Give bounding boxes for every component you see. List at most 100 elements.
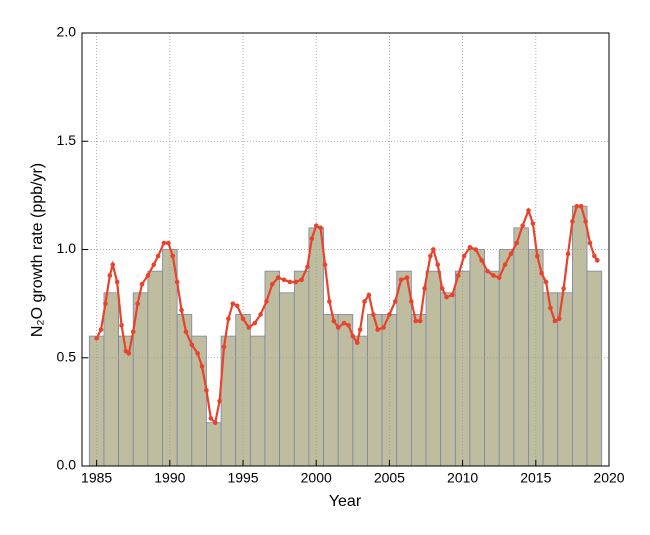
y-tick-label: 1.0 [57, 240, 77, 256]
data-point [570, 219, 575, 224]
data-point [508, 251, 514, 257]
data-point [94, 335, 99, 341]
data-point [151, 262, 157, 267]
data-point [539, 271, 544, 276]
data-point [375, 327, 381, 332]
data-point [335, 325, 341, 330]
x-tick-label: 2000 [301, 470, 332, 486]
data-point [98, 327, 104, 332]
data-line [95, 205, 599, 425]
data-point [543, 279, 549, 285]
data-point [526, 208, 531, 213]
histogram-bar [484, 270, 500, 467]
histogram-bar [88, 335, 105, 467]
x-tick-label: 2015 [520, 470, 551, 486]
data-point [258, 312, 263, 317]
histogram-bar [176, 314, 193, 467]
histogram-bar [425, 270, 442, 467]
data-point [371, 312, 376, 317]
data-point [270, 281, 275, 287]
data-point [119, 322, 124, 328]
histogram-bar [249, 335, 266, 467]
data-point [246, 325, 252, 330]
data-point [409, 299, 414, 304]
data-point [230, 301, 236, 306]
histogram-bar [367, 314, 383, 467]
data-point [217, 398, 222, 404]
x-tick-label: 1995 [227, 470, 258, 486]
data-point [110, 262, 116, 267]
data-point [252, 320, 258, 326]
histogram-bar [352, 335, 368, 467]
data-point [322, 262, 328, 267]
data-point [461, 253, 467, 259]
data-point [467, 245, 473, 250]
data-point [155, 253, 161, 259]
data-point [444, 294, 449, 300]
data-point [381, 325, 386, 330]
data-point [130, 329, 136, 335]
data-point [126, 351, 132, 356]
data-point [357, 327, 363, 332]
line-layer [94, 203, 600, 426]
y-tick-label: 0.0 [57, 457, 77, 473]
y-tick-label: 2.0 [57, 24, 77, 40]
data-point [199, 364, 205, 369]
data-point [422, 286, 427, 291]
data-point [565, 251, 571, 257]
histogram-layer [88, 205, 603, 467]
histogram-bar [103, 292, 119, 467]
data-point [561, 286, 566, 291]
data-point [455, 273, 461, 278]
data-point [479, 258, 484, 263]
histogram-bar [396, 270, 412, 467]
data-point [417, 318, 423, 324]
data-point [305, 264, 310, 270]
data-point [174, 279, 180, 285]
data-point [189, 342, 195, 348]
y-tick-label: 0.5 [57, 348, 77, 364]
data-point [485, 268, 490, 274]
x-tick-label: 2020 [593, 470, 624, 486]
data-point [195, 351, 200, 356]
data-point [170, 253, 176, 259]
histogram-bar [513, 227, 529, 467]
data-point [145, 273, 151, 278]
data-point [439, 286, 445, 291]
histogram-bar [118, 335, 134, 467]
data-point [366, 292, 372, 298]
data-point [331, 318, 337, 324]
data-point [578, 203, 584, 209]
histogram-bar [147, 270, 163, 467]
data-point [107, 273, 113, 278]
data-point [287, 279, 293, 285]
data-point [431, 247, 436, 252]
x-tick-label: 1990 [154, 470, 185, 486]
data-point [552, 318, 558, 324]
data-point [161, 240, 167, 246]
data-point [583, 219, 588, 224]
data-point [204, 387, 209, 393]
data-point [293, 279, 299, 285]
data-point [166, 240, 171, 246]
data-point [309, 236, 315, 241]
x-axis-label: Year [329, 493, 362, 510]
data-point [318, 225, 323, 231]
data-point [574, 203, 580, 209]
data-point [556, 316, 562, 322]
histogram-bar [572, 205, 588, 467]
data-point [413, 318, 419, 324]
data-point [275, 275, 281, 280]
y-tick-label: 1.5 [57, 132, 77, 148]
y-axis-label: N₂O growth rate (ppb/yr) [29, 163, 46, 337]
data-point [502, 262, 508, 267]
histogram-bar [308, 227, 324, 467]
data-point [341, 320, 347, 326]
data-point [594, 258, 600, 263]
data-point [299, 277, 304, 283]
data-point [520, 223, 525, 228]
data-point [435, 262, 441, 267]
axis-layer: 1985 1990 1995 2000 2005 2010 2015 2020 0.0 0.5 1.… [57, 24, 625, 486]
data-point [354, 340, 360, 345]
